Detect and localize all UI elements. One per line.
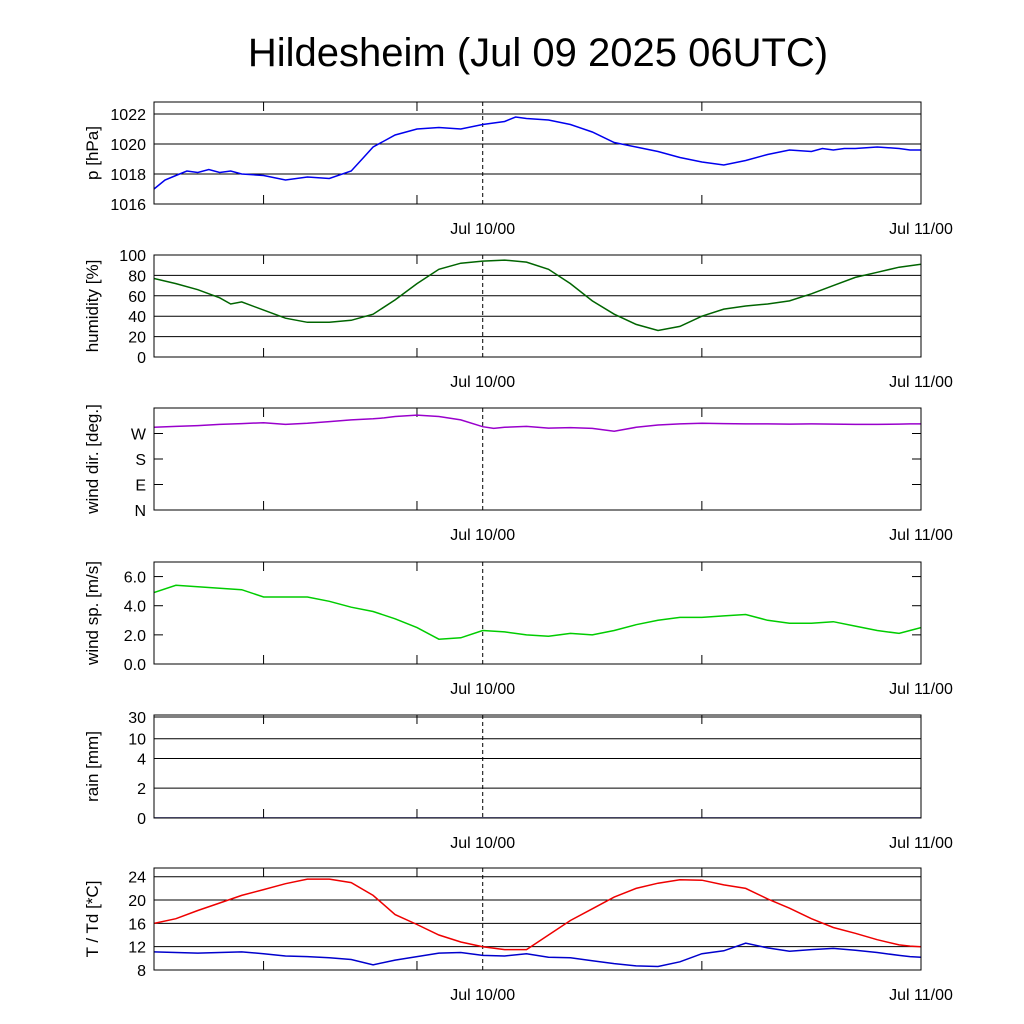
y-tick-label: 12	[128, 940, 146, 957]
y-tick-label: 80	[128, 268, 146, 285]
x-tick-label: Jul 10/00	[450, 681, 515, 698]
x-tick-label: Jul 11/00	[889, 835, 953, 852]
y-tick-label: 40	[128, 309, 146, 326]
plot-frame	[153, 561, 922, 665]
panel-temperature: 8 12 16 20 24 T / Td [*C] Jul 10/00 Jul 11/00	[83, 867, 953, 1004]
y-tick-label: 100	[119, 248, 146, 265]
y-axis-label: p [hPa]	[83, 126, 102, 180]
series-line-wind-speed-0	[154, 584, 921, 640]
x-tick-label: Jul 10/00	[450, 987, 515, 1004]
panel-wind-speed: 0.0 2.0 4.0 6.0 wind sp. [m/s] Jul 10/00 Jul 1…	[83, 561, 953, 698]
y-tick-label: 16	[128, 916, 146, 933]
y-tick-label: 30	[128, 710, 146, 727]
x-tick-label: Jul 10/00	[450, 527, 515, 544]
y-tick-label: 0.0	[124, 657, 146, 674]
y-tick-label: 1016	[110, 197, 146, 214]
y-tick-label: 20	[128, 330, 146, 347]
panel-rain: 0 2 4 10 30 rain [mm] Jul 10/00 Jul 11/00	[83, 710, 953, 852]
x-tick-label: Jul 11/00	[889, 681, 953, 698]
y-tick-label: 6.0	[124, 570, 146, 587]
plot-frame	[153, 714, 922, 819]
plot-frame	[153, 867, 922, 971]
series-line-temperature-1	[154, 942, 921, 968]
y-tick-label: W	[131, 427, 147, 444]
series-line-temperature-0	[154, 878, 921, 951]
y-tick-label: 20	[128, 893, 146, 910]
x-tick-label: Jul 10/00	[450, 835, 515, 852]
plot-frame	[153, 407, 922, 511]
plot-frame	[153, 101, 922, 205]
plot-frame	[153, 254, 922, 358]
y-tick-label: 2.0	[124, 628, 146, 645]
y-tick-label: 60	[128, 289, 146, 306]
x-tick-label: Jul 11/00	[889, 987, 953, 1004]
x-tick-label: Jul 10/00	[450, 221, 515, 238]
y-axis-label: wind sp. [m/s]	[83, 561, 102, 666]
y-tick-label: 0	[137, 350, 146, 367]
y-tick-label: E	[135, 478, 146, 495]
y-axis-label: rain [mm]	[83, 731, 102, 802]
y-tick-label: 4.0	[124, 599, 146, 616]
y-axis-label: T / Td [*C]	[83, 881, 102, 958]
panel-pressure: 1016 1018 1020 1022 p [hPa] Jul 10/00 Jul 11/0…	[83, 101, 953, 238]
series-line-wind-direction-0	[154, 414, 921, 432]
series-line-humidity-0	[154, 259, 921, 332]
y-tick-label: N	[134, 503, 146, 520]
y-tick-label: 10	[128, 732, 146, 749]
y-tick-label: 1022	[110, 107, 146, 124]
y-axis-label: wind dir. [deg.]	[83, 404, 102, 515]
y-tick-label: 1020	[110, 137, 146, 154]
y-tick-label: S	[135, 452, 146, 469]
y-tick-label: 1018	[110, 167, 146, 184]
y-tick-label: 2	[137, 781, 146, 798]
x-tick-label: Jul 10/00	[450, 374, 515, 391]
y-tick-label: 0	[137, 811, 146, 828]
x-tick-label: Jul 11/00	[889, 221, 953, 238]
y-axis-label: humidity [%]	[83, 260, 102, 353]
y-tick-label: 24	[128, 870, 146, 887]
x-tick-label: Jul 11/00	[889, 374, 953, 391]
y-tick-label: 4	[137, 751, 146, 768]
series-line-pressure-0	[154, 116, 921, 190]
chart-title: Hildesheim (Jul 09 2025 06UTC)	[248, 31, 828, 75]
y-tick-label: 8	[137, 963, 146, 980]
panel-humidity: 0 20 40 60 80 100 humidity [%] Jul 10/00 Jul 11/…	[83, 248, 953, 391]
x-tick-label: Jul 11/00	[889, 527, 953, 544]
